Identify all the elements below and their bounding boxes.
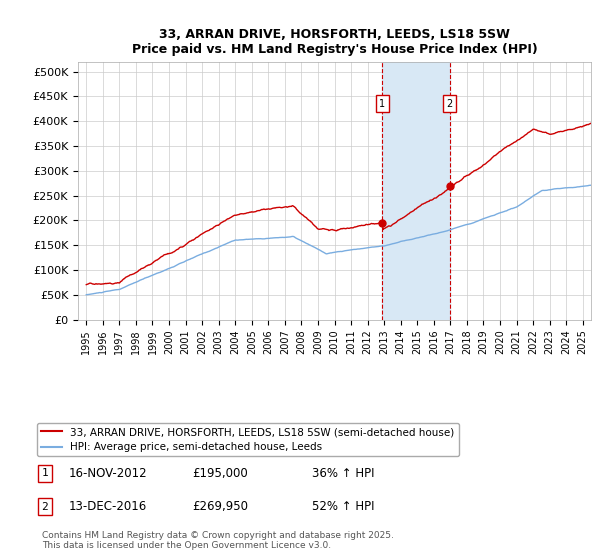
- Text: 1: 1: [41, 468, 49, 478]
- Text: 2: 2: [41, 502, 49, 512]
- Text: 16-NOV-2012: 16-NOV-2012: [69, 466, 148, 480]
- Text: £269,950: £269,950: [192, 500, 248, 514]
- Text: 13-DEC-2016: 13-DEC-2016: [69, 500, 147, 514]
- Text: 36% ↑ HPI: 36% ↑ HPI: [312, 466, 374, 480]
- Text: 1: 1: [379, 99, 385, 109]
- Text: Contains HM Land Registry data © Crown copyright and database right 2025.
This d: Contains HM Land Registry data © Crown c…: [42, 530, 394, 550]
- Bar: [382, 62, 449, 320]
- Title: 33, ARRAN DRIVE, HORSFORTH, LEEDS, LS18 5SW
Price paid vs. HM Land Registry's Ho: 33, ARRAN DRIVE, HORSFORTH, LEEDS, LS18 …: [131, 28, 538, 56]
- Text: 52% ↑ HPI: 52% ↑ HPI: [312, 500, 374, 514]
- Text: £195,000: £195,000: [192, 466, 248, 480]
- Text: 2: 2: [446, 99, 452, 109]
- Legend: 33, ARRAN DRIVE, HORSFORTH, LEEDS, LS18 5SW (semi-detached house), HPI: Average : 33, ARRAN DRIVE, HORSFORTH, LEEDS, LS18 …: [37, 423, 459, 456]
